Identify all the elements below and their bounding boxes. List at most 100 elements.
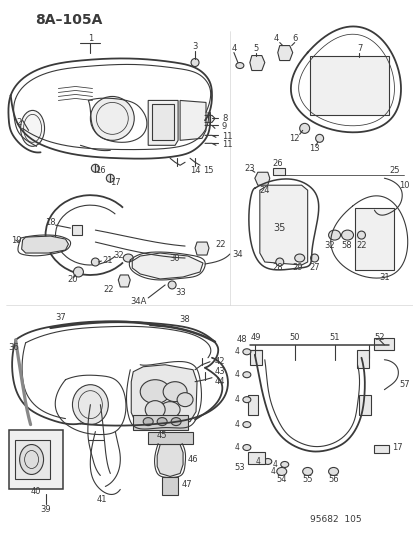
Bar [9, 430, 63, 489]
Text: 51: 51 [328, 333, 339, 342]
Text: 41: 41 [97, 495, 107, 504]
Text: 3: 3 [192, 42, 197, 51]
Bar [133, 415, 188, 430]
Polygon shape [254, 172, 269, 185]
Text: 37: 37 [55, 313, 66, 322]
Polygon shape [21, 236, 68, 253]
Text: 31: 31 [378, 273, 389, 282]
Ellipse shape [160, 402, 180, 417]
Text: 14: 14 [189, 166, 200, 175]
Text: 21: 21 [102, 255, 113, 264]
Text: 46: 46 [188, 455, 198, 464]
Text: 7: 7 [356, 44, 361, 53]
Text: 47: 47 [182, 480, 192, 489]
Ellipse shape [91, 258, 99, 266]
Text: 57: 57 [399, 380, 409, 389]
Text: 40: 40 [30, 487, 41, 496]
Text: 15: 15 [202, 166, 213, 175]
Ellipse shape [145, 401, 165, 418]
Ellipse shape [73, 267, 83, 277]
Ellipse shape [357, 231, 365, 239]
Ellipse shape [341, 230, 353, 240]
Polygon shape [357, 350, 368, 368]
Polygon shape [180, 100, 206, 140]
Text: 8A–105A: 8A–105A [36, 13, 103, 27]
Polygon shape [272, 168, 284, 175]
Polygon shape [247, 451, 264, 464]
Text: 2: 2 [16, 118, 21, 127]
Text: 17: 17 [392, 443, 402, 452]
Text: 34: 34 [231, 249, 242, 259]
Text: 16: 16 [95, 166, 105, 175]
Ellipse shape [242, 397, 250, 402]
Text: 56: 56 [328, 475, 338, 484]
Text: 4: 4 [231, 44, 236, 53]
Ellipse shape [302, 467, 312, 475]
Ellipse shape [275, 258, 283, 266]
Ellipse shape [90, 96, 134, 140]
Text: 52: 52 [373, 333, 384, 342]
Text: 95682  105: 95682 105 [309, 515, 361, 524]
Polygon shape [309, 55, 389, 116]
Polygon shape [195, 242, 209, 255]
Text: 9: 9 [221, 122, 227, 131]
Ellipse shape [263, 458, 271, 464]
Text: 5: 5 [253, 44, 258, 53]
Ellipse shape [157, 417, 167, 425]
Polygon shape [249, 350, 261, 365]
Ellipse shape [242, 349, 250, 355]
Text: 23: 23 [244, 164, 254, 173]
Ellipse shape [19, 445, 43, 474]
Text: 22: 22 [103, 286, 113, 294]
Text: 24: 24 [259, 185, 270, 195]
Ellipse shape [242, 422, 250, 427]
Ellipse shape [328, 230, 340, 240]
Text: 18: 18 [45, 217, 56, 227]
Text: 1: 1 [88, 34, 93, 43]
Polygon shape [249, 55, 264, 70]
Text: 32: 32 [113, 251, 123, 260]
Polygon shape [259, 185, 307, 265]
Ellipse shape [163, 382, 187, 402]
Ellipse shape [294, 254, 304, 262]
Text: 38: 38 [179, 316, 190, 325]
Ellipse shape [235, 62, 243, 69]
Text: 39: 39 [40, 505, 51, 514]
Text: 4: 4 [273, 34, 278, 43]
Text: 20: 20 [67, 276, 78, 285]
Ellipse shape [143, 417, 153, 425]
Ellipse shape [72, 385, 108, 425]
Text: 55: 55 [301, 475, 312, 484]
Text: 4: 4 [234, 420, 239, 429]
Text: 4: 4 [234, 443, 239, 452]
Polygon shape [157, 445, 183, 477]
Polygon shape [132, 253, 202, 279]
Ellipse shape [123, 254, 133, 262]
Text: 4: 4 [234, 370, 239, 379]
Text: 8: 8 [221, 114, 227, 123]
Polygon shape [373, 338, 394, 350]
Ellipse shape [242, 445, 250, 450]
Text: 28: 28 [272, 263, 282, 272]
Text: 43: 43 [214, 367, 225, 376]
Ellipse shape [310, 254, 318, 262]
Text: 54: 54 [276, 475, 286, 484]
Ellipse shape [177, 393, 192, 407]
Ellipse shape [171, 417, 180, 425]
Ellipse shape [91, 164, 99, 172]
Polygon shape [118, 275, 130, 287]
Polygon shape [148, 100, 178, 146]
Text: 4: 4 [270, 467, 275, 476]
Text: 4: 4 [272, 460, 277, 469]
Text: 17: 17 [110, 177, 120, 187]
Text: 10: 10 [399, 181, 409, 190]
Text: 34A: 34A [130, 297, 146, 306]
Text: 4: 4 [255, 457, 260, 466]
Text: 50: 50 [289, 333, 299, 342]
Polygon shape [131, 365, 197, 425]
Text: 19: 19 [11, 236, 21, 245]
Ellipse shape [280, 462, 288, 467]
Text: 27: 27 [309, 263, 319, 272]
Bar [72, 225, 82, 235]
Ellipse shape [106, 174, 114, 182]
